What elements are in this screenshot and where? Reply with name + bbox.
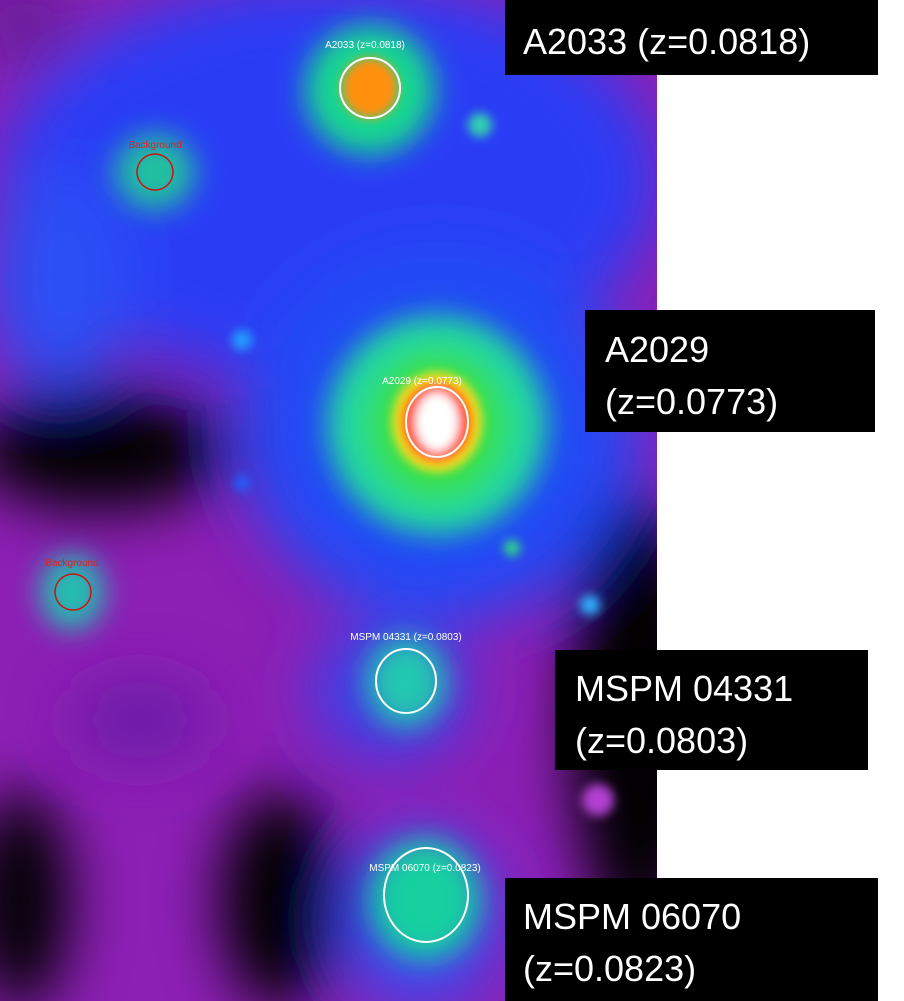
figure: A2033 (z=0.0818) Background A2029 (z=0.0… — [0, 0, 904, 1001]
callout-text: (z=0.0803) — [575, 720, 748, 761]
image-label: Background — [45, 558, 98, 569]
image-label: MSPM 04331 (z=0.0803) — [350, 632, 461, 643]
callout-text: (z=0.0773) — [605, 381, 778, 422]
callout-text: A2029 — [605, 329, 709, 370]
callout-text: (z=0.0823) — [523, 948, 696, 989]
callout-text: A2033 (z=0.0818) — [523, 21, 810, 62]
page: A2033 (z=0.0818) Background A2029 (z=0.0… — [0, 0, 904, 1001]
xray-image: A2033 (z=0.0818) Background A2029 (z=0.0… — [0, 0, 710, 1001]
image-label: MSPM 06070 (z=0.0823) — [369, 863, 480, 874]
image-label: A2029 (z=0.0773) — [382, 376, 462, 387]
callout-text: MSPM 06070 — [523, 896, 741, 937]
image-label: A2033 (z=0.0818) — [325, 40, 405, 51]
image-label: Background — [128, 140, 181, 151]
callout-text: MSPM 04331 — [575, 668, 793, 709]
